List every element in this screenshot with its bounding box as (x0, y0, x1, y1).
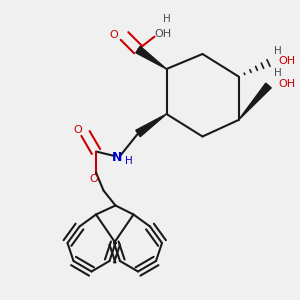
Text: H: H (163, 14, 170, 25)
Text: OH: OH (278, 79, 295, 89)
Text: OH: OH (278, 56, 295, 66)
Text: O: O (110, 29, 118, 40)
Text: O: O (74, 125, 82, 136)
Text: H: H (274, 46, 281, 56)
Polygon shape (136, 114, 167, 137)
Text: H: H (124, 156, 132, 167)
Polygon shape (238, 83, 271, 120)
Text: O: O (89, 174, 98, 184)
Polygon shape (136, 46, 167, 69)
Text: OH: OH (154, 29, 172, 39)
Text: H: H (274, 68, 281, 79)
Text: N: N (112, 151, 122, 164)
